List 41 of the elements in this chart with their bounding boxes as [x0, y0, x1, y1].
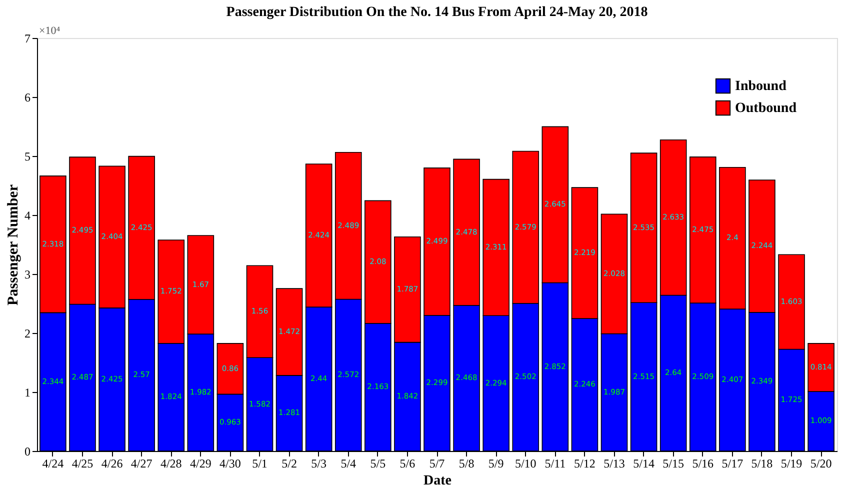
x-tick-label: 5/14	[633, 456, 654, 470]
x-tick-label: 5/16	[692, 456, 714, 470]
y-tick-label: 7	[24, 32, 30, 46]
x-tick-label: 5/13	[604, 456, 625, 470]
x-tick-label: 5/6	[400, 456, 416, 470]
x-tick-label: 5/18	[751, 456, 773, 470]
legend-label: Outbound	[735, 101, 797, 116]
x-tick-label: 4/24	[42, 456, 64, 470]
x-tick-label: 5/12	[574, 456, 596, 470]
y-tick-label: 6	[24, 90, 30, 104]
x-tick-label: 5/3	[311, 456, 327, 470]
y-tick-label: 0	[24, 444, 30, 458]
x-tick-label: 5/5	[370, 456, 386, 470]
y-tick-label: 1	[24, 386, 30, 400]
legend-label: Inbound	[735, 79, 787, 94]
chart-title: Passenger Distribution On the No. 14 Bus From April 24-May 20, 2018	[226, 5, 648, 20]
x-tick-label: 5/1	[252, 456, 268, 470]
y-tick-label: 3	[24, 268, 30, 282]
x-tick-label: 4/27	[130, 456, 152, 470]
x-tick-label: 5/9	[488, 456, 504, 470]
x-tick-label: 5/8	[458, 456, 474, 470]
y-tick-label: 2	[24, 326, 30, 340]
x-tick-label: 5/17	[722, 456, 744, 470]
y-tick-label: 4	[24, 208, 30, 222]
x-tick-label: 4/29	[190, 456, 212, 470]
text: ×10⁴	[39, 25, 60, 37]
x-tick-label: 5/19	[780, 456, 802, 470]
y-tick-label: 5	[24, 150, 30, 164]
x-tick-label: 5/11	[544, 456, 566, 470]
x-tick-label: 5/10	[514, 456, 536, 470]
x-tick-label: 5/2	[282, 456, 297, 470]
x-tick-label: 5/15	[662, 456, 684, 470]
x-tick-label: 4/26	[101, 456, 123, 470]
x-tick-label: 5/7	[429, 456, 445, 470]
y-axis-title: Passenger Number	[6, 184, 22, 306]
x-tick-label: 4/25	[72, 456, 94, 470]
x-tick-label: 4/30	[220, 456, 241, 470]
x-tick-label: 4/28	[160, 456, 182, 470]
x-tick-label: 5/4	[340, 456, 356, 470]
x-axis-title: Date	[424, 474, 452, 488]
x-tick-label: 5/20	[810, 456, 832, 470]
